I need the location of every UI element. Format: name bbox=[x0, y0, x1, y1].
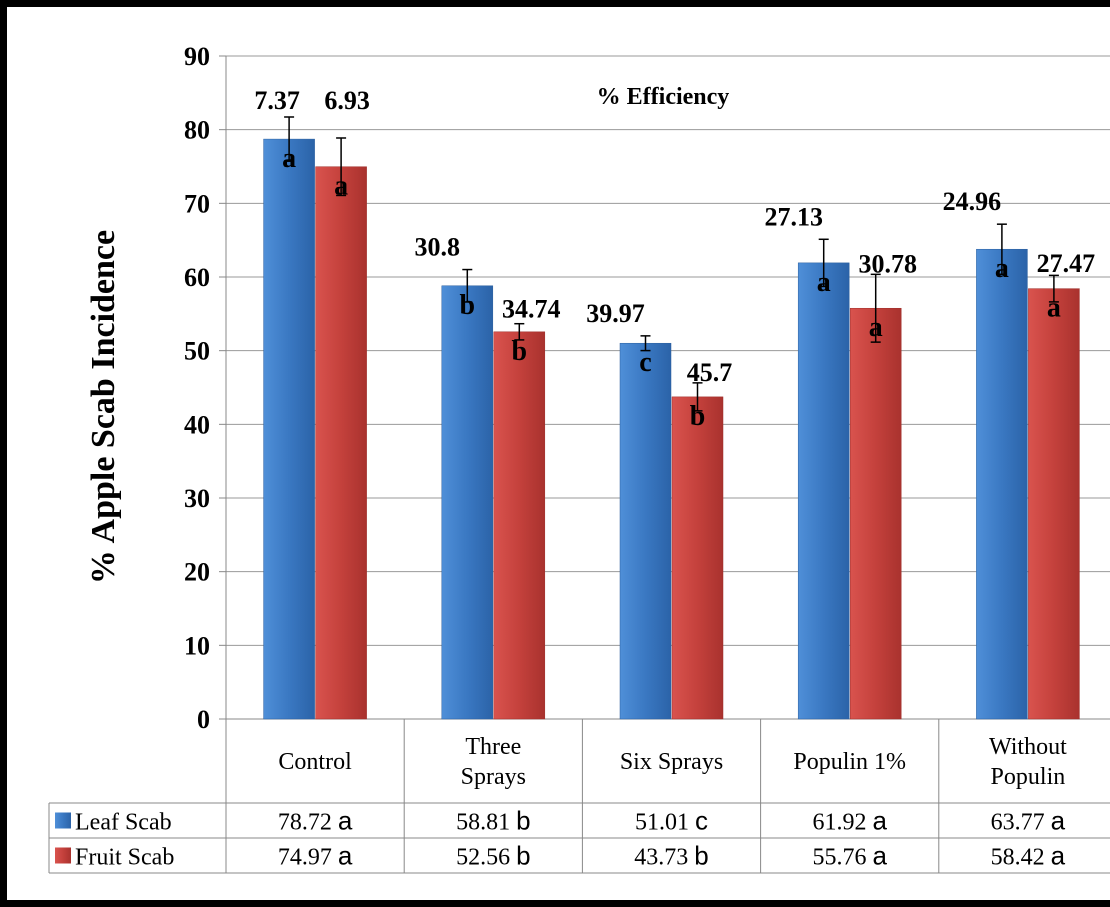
efficiency-label-leaf: 30.8 bbox=[415, 233, 461, 262]
bar-chart: 0 10 20 30 40 50 60 70 80 90 % Apple Scab Inciden… bbox=[48, 42, 1110, 874]
bar-fruit-scab bbox=[315, 166, 367, 720]
table-cell: 51.01 c bbox=[635, 806, 708, 836]
y-tick-label: 10 bbox=[184, 631, 210, 660]
y-tick-label: 40 bbox=[184, 410, 210, 439]
y-tick-label: 70 bbox=[184, 189, 210, 218]
category-label: Populin 1% bbox=[793, 749, 906, 775]
y-tick-label: 30 bbox=[184, 484, 210, 513]
category-label: Six Sprays bbox=[620, 749, 723, 775]
table-cell: 74.97 a bbox=[278, 841, 353, 871]
significance-letter: a bbox=[817, 267, 831, 298]
efficiency-label-fruit: 6.93 bbox=[324, 86, 370, 115]
legend-label: Fruit Scab bbox=[75, 845, 174, 871]
significance-letter: b bbox=[512, 336, 528, 367]
table-cell: 58.42 a bbox=[991, 841, 1066, 871]
table-cell: 55.76 a bbox=[812, 841, 887, 871]
bar-fruit-scab bbox=[849, 307, 902, 720]
bar-leaf-scab bbox=[441, 285, 494, 720]
bar-fruit-scab bbox=[671, 396, 724, 720]
bar-leaf-scab bbox=[619, 342, 672, 720]
table-cell: 43.73 b bbox=[634, 841, 708, 871]
efficiency-label-fruit: 30.78 bbox=[858, 249, 917, 278]
category-label: Control bbox=[278, 749, 352, 775]
y-tick-label: 20 bbox=[184, 558, 210, 587]
significance-letter: c bbox=[639, 347, 651, 378]
y-axis-label: % Apple Scab Incidence bbox=[85, 230, 122, 584]
table-cell: 58.81 b bbox=[456, 806, 530, 836]
grid-lines bbox=[219, 55, 1110, 720]
bar-leaf-scab bbox=[976, 248, 1028, 720]
table-cell: 63.77 a bbox=[991, 806, 1066, 836]
significance-letter: b bbox=[460, 290, 476, 321]
chart-title: % Efficiency bbox=[597, 84, 730, 110]
efficiency-label-leaf: 24.96 bbox=[943, 187, 1002, 216]
legend-key-leaf-scab bbox=[55, 812, 71, 829]
bar-leaf-scab bbox=[263, 138, 315, 720]
efficiency-label-leaf: 7.37 bbox=[254, 86, 300, 115]
significance-letter: b bbox=[690, 401, 706, 432]
y-tick-label: 80 bbox=[184, 116, 210, 145]
y-tick-label: 90 bbox=[184, 42, 210, 71]
y-axis-ticks: 0 10 20 30 40 50 60 70 80 90 bbox=[184, 42, 210, 734]
category-label: Sprays bbox=[461, 764, 526, 790]
significance-letter: a bbox=[282, 143, 296, 174]
significance-letter: a bbox=[995, 253, 1009, 284]
y-tick-label: 0 bbox=[197, 705, 210, 734]
bars: a a 7.37 6.93 b b 30.8 34.74 c b 39.97 45.7 a a 27.13 3… bbox=[254, 86, 1096, 720]
category-label: Without bbox=[989, 734, 1067, 760]
efficiency-label-fruit: 45.7 bbox=[687, 358, 733, 387]
table-cell: 52.56 b bbox=[456, 841, 530, 871]
y-tick-label: 60 bbox=[184, 263, 210, 292]
efficiency-label-leaf: 39.97 bbox=[586, 299, 645, 328]
significance-letter: a bbox=[869, 312, 883, 343]
bar-leaf-scab bbox=[797, 262, 850, 720]
table-cell: 61.92 a bbox=[812, 806, 887, 836]
significance-letter: a bbox=[1047, 293, 1061, 324]
efficiency-label-leaf: 27.13 bbox=[764, 202, 823, 231]
category-label: Populin bbox=[991, 764, 1066, 790]
legend-key-fruit-scab bbox=[55, 847, 71, 864]
legend-label: Leaf Scab bbox=[75, 810, 172, 836]
table-cell: 78.72 a bbox=[278, 806, 353, 836]
category-label: Three bbox=[465, 734, 521, 760]
data-table: Control Three Sprays Six Sprays Populin 1% Wi… bbox=[48, 719, 1110, 874]
efficiency-label-fruit: 27.47 bbox=[1037, 249, 1096, 278]
y-tick-label: 50 bbox=[184, 337, 210, 366]
efficiency-label-fruit: 34.74 bbox=[502, 295, 561, 324]
bar-fruit-scab bbox=[1028, 288, 1080, 720]
significance-letter: a bbox=[334, 171, 348, 202]
bar-fruit-scab bbox=[493, 331, 546, 720]
